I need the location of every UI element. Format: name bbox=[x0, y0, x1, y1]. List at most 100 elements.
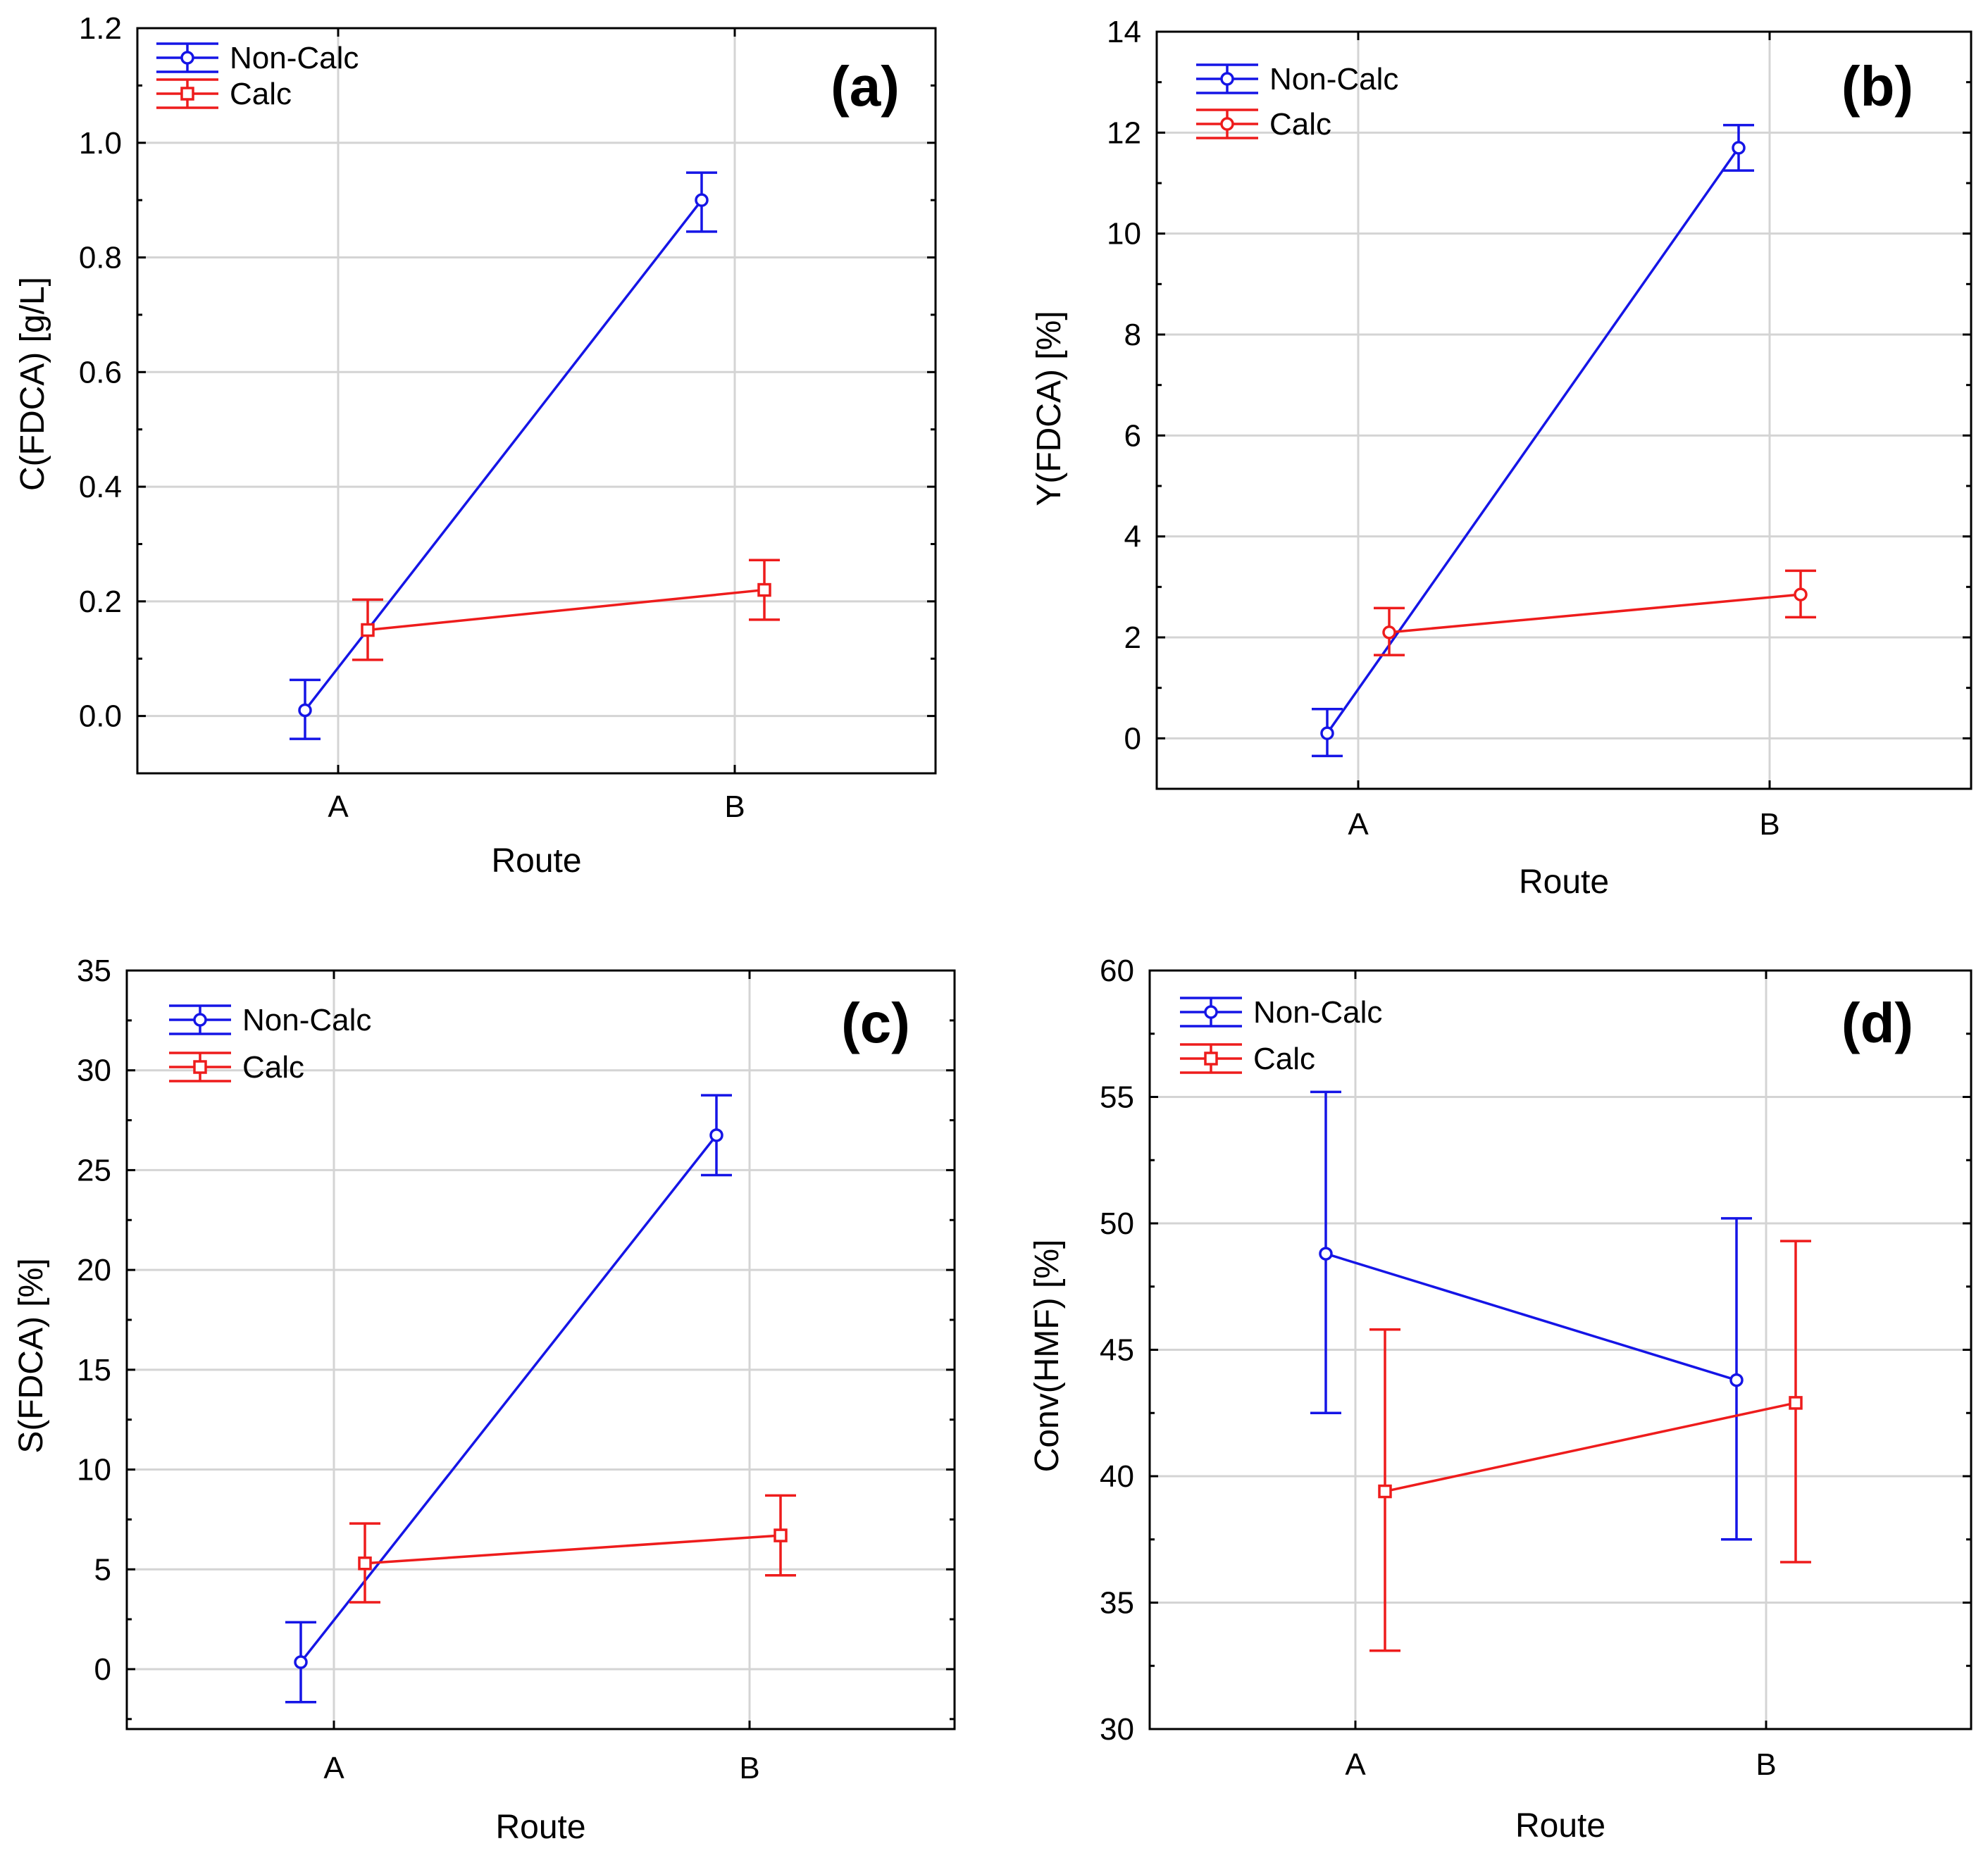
data-point bbox=[298, 703, 312, 718]
legend-entry-calc: Calc bbox=[169, 1050, 304, 1085]
data-point bbox=[294, 1655, 308, 1669]
panel-d-chart: 30 35 40 45 50 55 60 A B Route Conv(HMF) [%] (d) Non… bbox=[1029, 954, 1973, 1845]
series-line bbox=[1389, 593, 1801, 634]
legend-label: Calc bbox=[242, 1050, 304, 1085]
x-tick-label: A bbox=[323, 1751, 344, 1785]
y-tick-label: 10 bbox=[1107, 217, 1141, 251]
legend-marker bbox=[193, 1013, 207, 1027]
y-tick-label: 0.0 bbox=[79, 699, 122, 734]
y-tick-label: 0.4 bbox=[79, 470, 122, 504]
data-point bbox=[1320, 726, 1334, 740]
panel-label: (b) bbox=[1841, 55, 1913, 118]
legend-entry-calc: Calc bbox=[1196, 107, 1331, 142]
data-point bbox=[774, 1528, 788, 1542]
legend-marker bbox=[1220, 72, 1234, 86]
series-calc bbox=[349, 1494, 796, 1604]
data-point bbox=[695, 193, 709, 207]
y-tick-label: 45 bbox=[1100, 1333, 1134, 1368]
y-tick-label: 14 bbox=[1107, 15, 1141, 49]
data-point bbox=[1378, 1484, 1392, 1499]
series-line bbox=[364, 1534, 781, 1565]
panel-b-chart: 0 2 4 6 8 10 12 14 A B Route Y(FDCA) [%] (b) Non-Calc… bbox=[1031, 15, 1973, 901]
y-axis-label: S(FDCA) [%] bbox=[13, 1258, 50, 1453]
data-point bbox=[358, 1556, 372, 1571]
x-tick-label: A bbox=[1348, 807, 1369, 842]
series-line bbox=[1326, 146, 1740, 735]
legend-marker bbox=[193, 1060, 207, 1074]
y-tick-label: 30 bbox=[77, 1054, 111, 1088]
y-tick-label: 2 bbox=[1124, 620, 1141, 655]
y-tick-label: 1.0 bbox=[79, 126, 122, 161]
series-calc bbox=[1374, 569, 1816, 656]
data-point bbox=[1729, 1373, 1744, 1387]
legend-entry-calc: Calc bbox=[1180, 1042, 1315, 1076]
y-tick-label: 6 bbox=[1124, 418, 1141, 453]
y-tick-label: 8 bbox=[1124, 318, 1141, 352]
y-tick-label: 25 bbox=[77, 1153, 111, 1187]
x-axis-label: Route bbox=[1519, 863, 1609, 901]
data-point bbox=[1794, 587, 1808, 601]
x-tick-label: A bbox=[1345, 1747, 1366, 1782]
panel-label: (a) bbox=[831, 55, 900, 118]
y-axis-label: C(FDCA) [g/L] bbox=[14, 277, 51, 491]
legend-entry-non-calc: Non-Calc bbox=[156, 41, 359, 75]
panel-c-chart: 0 5 10 15 20 25 30 35 A B Route S(FDCA) [%] (c) Non-C… bbox=[13, 954, 956, 1846]
legend-label: Calc bbox=[1269, 107, 1331, 142]
series-calc bbox=[352, 559, 780, 661]
y-tick-label: 0.6 bbox=[79, 355, 122, 389]
legend-entry-non-calc: Non-Calc bbox=[1180, 995, 1382, 1030]
series-non-calc bbox=[1310, 1090, 1752, 1541]
panel-a-chart: 0.0 0.2 0.4 0.6 0.8 1.0 1.2 A B Route C(FDCA) [g/L… bbox=[14, 11, 937, 880]
plot-frame bbox=[1155, 30, 1973, 790]
y-tick-label: 4 bbox=[1124, 520, 1141, 554]
legend-entry-non-calc: Non-Calc bbox=[169, 1003, 371, 1037]
data-point bbox=[1789, 1396, 1803, 1410]
y-axis-label: Conv(HMF) [%] bbox=[1029, 1240, 1066, 1473]
legend-entry-non-calc: Non-Calc bbox=[1196, 62, 1398, 96]
panel-label: (c) bbox=[841, 992, 910, 1054]
legend-label: Non-Calc bbox=[1269, 62, 1398, 96]
y-tick-label: 0 bbox=[94, 1652, 111, 1687]
legend-marker bbox=[1204, 1005, 1218, 1019]
y-tick-label: 10 bbox=[77, 1453, 111, 1487]
x-axis-label: Route bbox=[491, 842, 581, 880]
panel-label: (d) bbox=[1841, 992, 1913, 1054]
legend-marker bbox=[1220, 117, 1234, 131]
data-point bbox=[1382, 625, 1396, 639]
y-tick-label: 35 bbox=[1100, 1586, 1134, 1621]
y-tick-label: 50 bbox=[1100, 1206, 1134, 1241]
legend-label: Non-Calc bbox=[242, 1003, 371, 1037]
legend-label: Non-Calc bbox=[1253, 995, 1382, 1030]
y-tick-label: 30 bbox=[1100, 1712, 1134, 1747]
y-tick-label: 40 bbox=[1100, 1459, 1134, 1494]
x-axis-label: Route bbox=[495, 1809, 585, 1846]
y-tick-label: 60 bbox=[1100, 954, 1134, 988]
y-tick-label: 1.2 bbox=[79, 11, 122, 46]
y-tick-label: 12 bbox=[1107, 116, 1141, 150]
y-tick-label: 0.2 bbox=[79, 585, 122, 619]
x-axis-label: Route bbox=[1515, 1807, 1605, 1845]
x-tick-label: B bbox=[724, 790, 745, 824]
series-non-calc bbox=[285, 1094, 732, 1704]
series-non-calc bbox=[1312, 123, 1754, 758]
series-calc bbox=[1369, 1240, 1811, 1652]
data-point bbox=[361, 623, 375, 637]
legend-label: Non-Calc bbox=[230, 41, 359, 75]
y-tick-label: 35 bbox=[77, 954, 111, 988]
y-tick-label: 20 bbox=[77, 1253, 111, 1287]
legend-label: Calc bbox=[230, 77, 292, 111]
data-point bbox=[1732, 141, 1746, 155]
legend-label: Calc bbox=[1253, 1042, 1315, 1076]
data-point bbox=[757, 582, 771, 597]
x-tick-label: B bbox=[1756, 1747, 1776, 1782]
plot-frame bbox=[136, 27, 937, 775]
y-tick-label: 15 bbox=[77, 1353, 111, 1387]
series-line bbox=[367, 588, 765, 632]
data-point bbox=[709, 1128, 723, 1142]
legend-marker bbox=[180, 87, 194, 101]
y-tick-label: 5 bbox=[94, 1552, 111, 1587]
series-line bbox=[299, 1134, 718, 1664]
legend-marker bbox=[1204, 1052, 1218, 1066]
series-line bbox=[1325, 1252, 1737, 1382]
